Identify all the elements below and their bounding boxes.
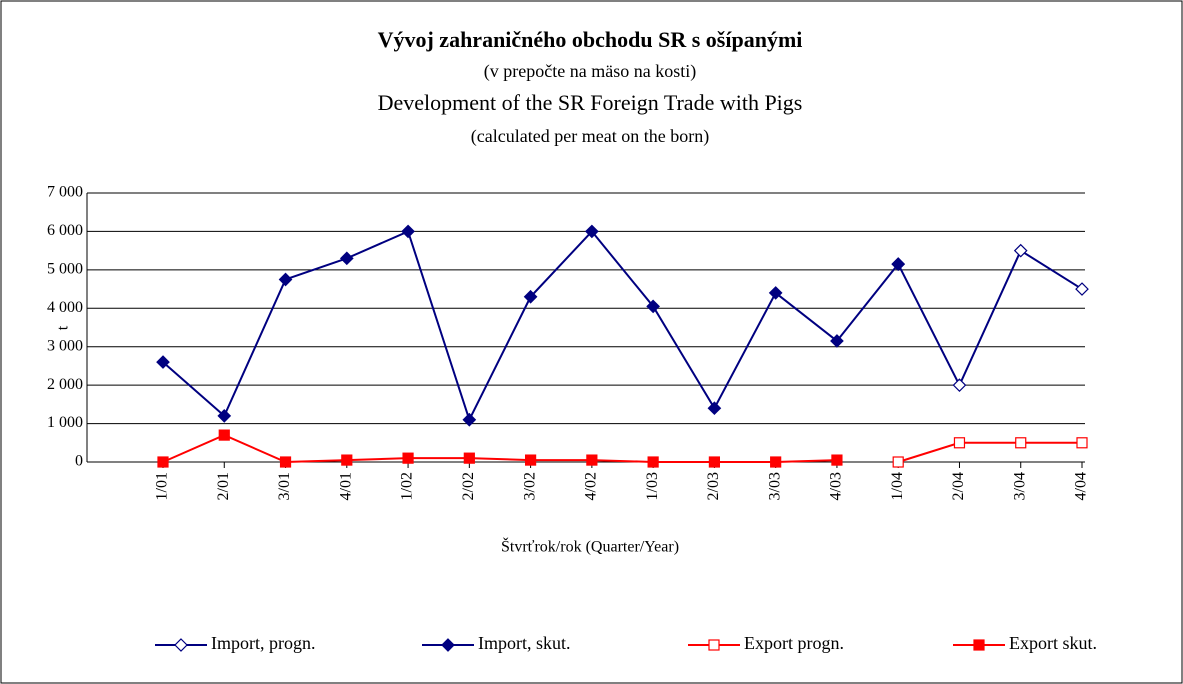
marker	[647, 456, 659, 468]
y-tick-label: 3 000	[47, 337, 83, 354]
x-tick-label: 4/01	[337, 472, 354, 500]
x-tick-label: 2/04	[950, 472, 967, 500]
marker	[831, 454, 843, 466]
series-line	[162, 434, 837, 464]
marker	[1013, 243, 1028, 258]
legend-label: Export progn.	[744, 633, 844, 653]
x-tick-label: 3/04	[1011, 472, 1028, 500]
y-axis-title: t	[55, 325, 72, 330]
marker	[891, 257, 906, 271]
x-axis-title: Štvrťrok/rok (Quarter/Year)	[501, 537, 679, 556]
chart-subtitle: (v prepočte na mäso na kosti)	[484, 61, 696, 82]
marker	[401, 224, 415, 239]
marker	[523, 289, 538, 304]
marker	[585, 224, 599, 239]
marker	[892, 456, 904, 468]
series-line	[897, 249, 1083, 388]
marker	[217, 409, 232, 423]
y-tick-label: 4 000	[47, 299, 83, 316]
x-tick-label: 4/03	[828, 472, 845, 500]
marker	[278, 272, 293, 287]
marker	[770, 456, 782, 468]
y-tick-label: 6 000	[47, 222, 83, 239]
marker	[462, 412, 477, 427]
x-tick-label: 2/03	[705, 472, 722, 500]
marker	[218, 429, 230, 441]
y-tick-label: 0	[75, 453, 83, 470]
marker	[1015, 437, 1027, 449]
marker	[174, 638, 188, 652]
x-tick-label: 3/03	[766, 472, 783, 500]
y-tick-label: 5 000	[47, 261, 83, 278]
marker	[339, 251, 354, 266]
marker	[708, 456, 721, 468]
chart-title-en: Development of the SR Foreign Trade with…	[378, 90, 803, 115]
chart-title: Vývoj zahraničného obchodu SR s ošípaným…	[378, 27, 803, 52]
x-tick-label: 4/02	[583, 472, 600, 500]
x-tick-label: 1/03	[644, 472, 661, 500]
marker	[279, 456, 292, 468]
x-tick-label: 1/04	[889, 472, 906, 500]
marker	[463, 452, 475, 464]
x-tick-label: 4/04	[1073, 472, 1090, 500]
marker	[973, 639, 985, 651]
marker	[341, 454, 353, 466]
marker	[707, 401, 722, 416]
marker	[1076, 437, 1088, 449]
legend-label: Import, progn.	[211, 633, 315, 653]
marker	[441, 638, 455, 652]
marker	[646, 299, 660, 314]
marker	[156, 355, 170, 369]
series-line	[897, 441, 1082, 463]
marker	[402, 452, 414, 464]
x-tick-label: 3/02	[521, 472, 538, 500]
y-tick-label: 1 000	[47, 414, 83, 431]
marker	[953, 437, 966, 449]
chart-subtitle-en: (calculated per meat on the born)	[471, 126, 709, 147]
marker	[1075, 282, 1089, 296]
marker	[830, 334, 844, 348]
x-tick-label: 2/02	[460, 472, 477, 500]
x-tick-label: 3/01	[276, 472, 293, 500]
marker	[586, 454, 598, 466]
marker	[708, 639, 720, 651]
marker	[524, 454, 537, 466]
marker	[952, 378, 967, 392]
legend-label: Import, skut.	[478, 633, 571, 653]
x-tick-label: 2/01	[215, 472, 232, 500]
x-tick-label: 1/02	[399, 472, 416, 500]
y-tick-label: 2 000	[47, 376, 83, 393]
legend-label: Export skut.	[1009, 633, 1097, 653]
x-tick-label: 1/01	[154, 472, 171, 500]
marker	[768, 286, 783, 300]
y-tick-label: 7 000	[47, 184, 83, 201]
marker	[157, 456, 169, 468]
